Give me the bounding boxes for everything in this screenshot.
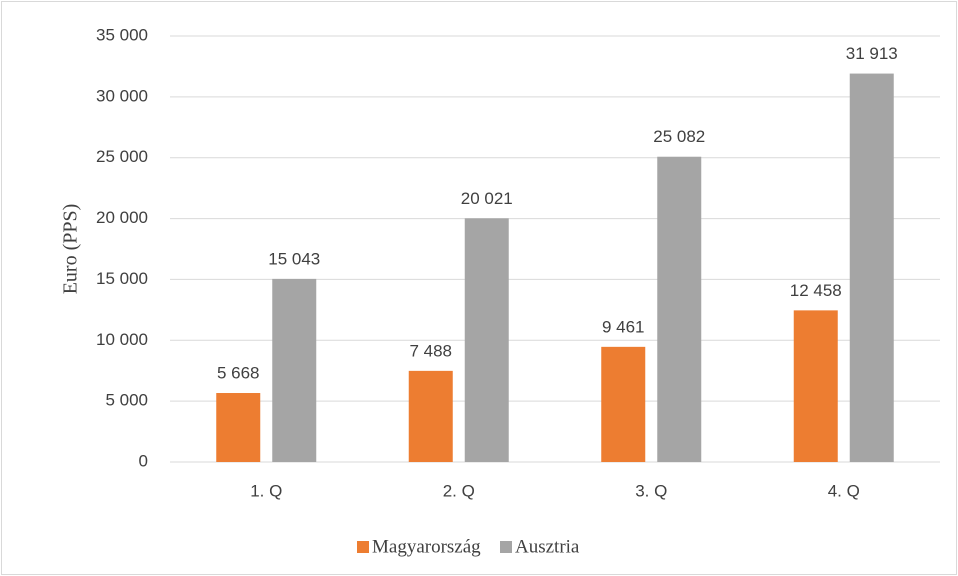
bar: [849, 73, 894, 463]
bar: [408, 370, 453, 462]
bar: [657, 156, 702, 462]
bar: [272, 278, 317, 462]
legend-swatch: [357, 541, 369, 553]
x-tick-label: 4. Q: [828, 481, 860, 500]
value-label: 5 668: [217, 363, 260, 382]
x-tick-label: 3. Q: [635, 481, 667, 500]
value-label: 12 458: [790, 281, 842, 300]
x-tick-label: 1. Q: [250, 481, 282, 500]
y-tick-label: 35 000: [96, 25, 148, 44]
value-label: 20 021: [461, 189, 513, 208]
y-axis-label: Euro (PPS): [60, 204, 82, 295]
y-tick-label: 20 000: [96, 208, 148, 227]
value-label: 15 043: [268, 249, 320, 268]
legend-label: Ausztria: [515, 536, 580, 557]
value-label: 9 461: [602, 317, 645, 336]
legend-swatch: [500, 541, 512, 553]
bar: [793, 310, 838, 462]
bar: [216, 393, 261, 462]
x-tick-label: 2. Q: [443, 481, 475, 500]
y-tick-label: 5 000: [105, 391, 148, 410]
legend-label: Magyarország: [372, 536, 481, 557]
y-tick-label: 25 000: [96, 147, 148, 166]
value-label: 7 488: [409, 341, 452, 360]
value-label: 25 082: [653, 127, 705, 146]
y-tick-label: 15 000: [96, 269, 148, 288]
bar: [464, 218, 509, 462]
bar: [601, 346, 646, 462]
y-tick-label: 0: [139, 451, 148, 470]
y-tick-label: 10 000: [96, 330, 148, 349]
value-label: 31 913: [846, 44, 898, 63]
y-tick-label: 30 000: [96, 86, 148, 105]
